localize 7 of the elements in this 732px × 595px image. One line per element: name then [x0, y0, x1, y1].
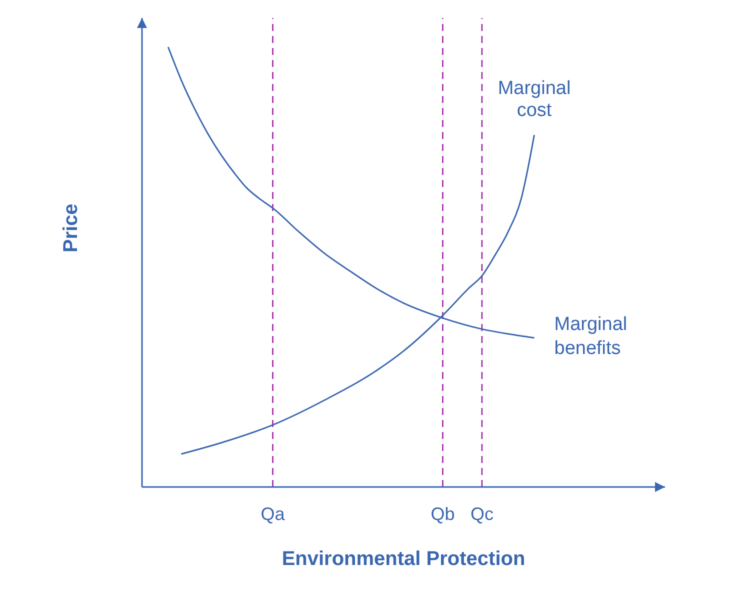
x-tick-label: Qb	[430, 504, 455, 524]
y-axis-title: Price	[60, 204, 82, 252]
series-label: Marginal cost	[498, 78, 571, 122]
x-tick-label: Qa	[260, 504, 286, 524]
x-tick-label: Qc	[470, 504, 494, 524]
series-label: Marginal benefits	[554, 314, 628, 359]
x-axis-title: Environmental Protection	[282, 548, 526, 570]
